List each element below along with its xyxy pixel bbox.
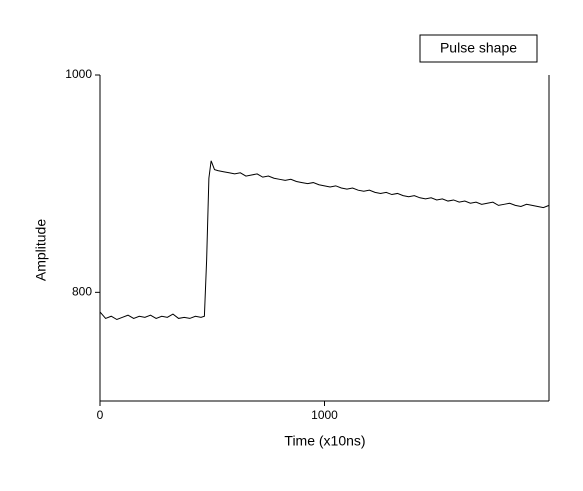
y-axis-label: Amplitude (33, 219, 49, 281)
series-line (99, 160, 550, 321)
x-axis-label: Time (x10ns) (284, 433, 365, 449)
y-tick-label: 800 (72, 285, 92, 299)
x-tick-label: 0 (97, 408, 104, 422)
legend-box (419, 34, 538, 63)
x-tick-label: 1000 (311, 408, 338, 422)
y-tick-label: 1000 (65, 67, 92, 81)
legend-entry: Pulse shape (440, 40, 517, 56)
